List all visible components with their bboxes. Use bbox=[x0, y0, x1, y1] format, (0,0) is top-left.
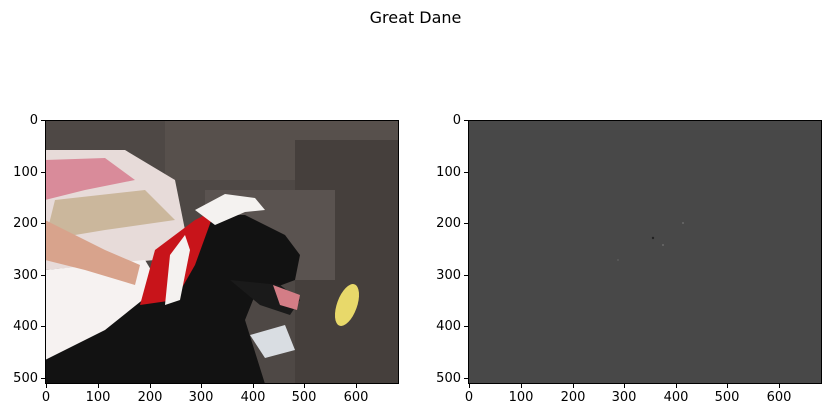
tick-mark bbox=[41, 275, 45, 276]
tick-mark bbox=[464, 378, 468, 379]
tick-mark bbox=[41, 326, 45, 327]
tick-mark bbox=[46, 384, 47, 388]
x-tick-label: 500 bbox=[714, 390, 740, 405]
x-tick-label: 400 bbox=[240, 390, 266, 405]
tick-mark bbox=[98, 384, 99, 388]
dog-photo bbox=[45, 120, 399, 384]
saliency-map bbox=[468, 120, 822, 384]
tick-mark bbox=[201, 384, 202, 388]
tick-mark bbox=[676, 384, 677, 388]
x-tick-label: 100 bbox=[508, 390, 534, 405]
left-image-panel bbox=[45, 120, 399, 384]
x-tick-label: 100 bbox=[85, 390, 111, 405]
x-tick-label: 300 bbox=[188, 390, 214, 405]
y-tick-label: 200 bbox=[13, 216, 38, 231]
x-tick-label: 400 bbox=[663, 390, 689, 405]
tick-mark bbox=[469, 384, 470, 388]
tick-mark bbox=[727, 384, 728, 388]
y-tick-label: 300 bbox=[436, 268, 461, 283]
y-tick-label: 200 bbox=[436, 216, 461, 231]
tick-mark bbox=[41, 223, 45, 224]
x-tick-label: 200 bbox=[137, 390, 163, 405]
y-tick-label: 400 bbox=[436, 319, 461, 334]
tick-mark bbox=[41, 120, 45, 121]
tick-mark bbox=[41, 378, 45, 379]
tick-mark bbox=[464, 172, 468, 173]
x-tick-label: 600 bbox=[343, 390, 369, 405]
tick-mark bbox=[779, 384, 780, 388]
x-tick-label: 300 bbox=[611, 390, 637, 405]
tick-mark bbox=[304, 384, 305, 388]
tick-mark bbox=[573, 384, 574, 388]
x-tick-label: 200 bbox=[560, 390, 586, 405]
tick-mark bbox=[464, 223, 468, 224]
y-tick-label: 0 bbox=[452, 113, 461, 128]
right-image-panel bbox=[468, 120, 822, 384]
x-tick-label: 500 bbox=[291, 390, 317, 405]
tick-mark bbox=[464, 275, 468, 276]
tick-mark bbox=[464, 326, 468, 327]
tick-mark bbox=[150, 384, 151, 388]
y-tick-label: 400 bbox=[13, 319, 38, 334]
tick-mark bbox=[41, 172, 45, 173]
y-tick-label: 0 bbox=[29, 113, 38, 128]
y-tick-label: 100 bbox=[436, 165, 461, 180]
y-tick-label: 500 bbox=[436, 371, 461, 386]
y-tick-label: 500 bbox=[13, 371, 38, 386]
tick-mark bbox=[253, 384, 254, 388]
tick-mark bbox=[356, 384, 357, 388]
figure-title: Great Dane bbox=[369, 8, 462, 27]
tick-mark bbox=[464, 120, 468, 121]
tick-mark bbox=[624, 384, 625, 388]
y-tick-label: 100 bbox=[13, 165, 38, 180]
x-tick-label: 600 bbox=[766, 390, 792, 405]
x-tick-label: 0 bbox=[41, 390, 51, 405]
x-tick-label: 0 bbox=[464, 390, 474, 405]
tick-mark bbox=[521, 384, 522, 388]
y-tick-label: 300 bbox=[13, 268, 38, 283]
